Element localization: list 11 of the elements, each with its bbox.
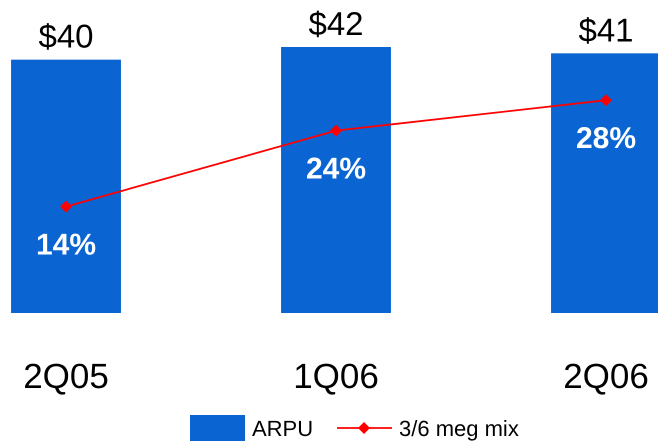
data-label: $41 — [578, 11, 634, 48]
x-tick-label: 1Q06 — [293, 357, 379, 396]
legend-label: 3/6 meg mix — [399, 416, 519, 441]
x-tick-label: 2Q06 — [563, 357, 649, 396]
data-label: 24% — [306, 152, 366, 186]
data-label: 14% — [36, 228, 96, 262]
x-tick-label: 2Q05 — [23, 357, 109, 396]
data-label: $42 — [308, 5, 364, 42]
legend-label: ARPU — [252, 416, 314, 441]
data-label: 28% — [576, 122, 636, 156]
data-label: $40 — [38, 18, 94, 55]
